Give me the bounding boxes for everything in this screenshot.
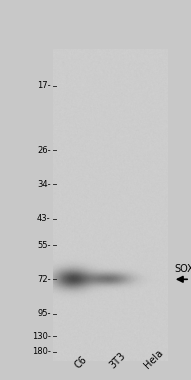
Text: SOX9: SOX9 [175, 264, 191, 274]
Text: 180-: 180- [32, 347, 51, 356]
Text: 34-: 34- [37, 180, 51, 189]
Text: 43-: 43- [37, 214, 51, 223]
Text: 95-: 95- [37, 309, 51, 318]
Text: 26-: 26- [37, 146, 51, 155]
Text: 55-: 55- [37, 241, 51, 250]
Text: C6: C6 [73, 354, 89, 370]
Text: 3T3: 3T3 [108, 351, 127, 370]
Text: 72-: 72- [37, 275, 51, 284]
Text: 130-: 130- [32, 332, 51, 341]
Text: Hela: Hela [142, 348, 165, 370]
Text: 17-: 17- [37, 81, 51, 90]
